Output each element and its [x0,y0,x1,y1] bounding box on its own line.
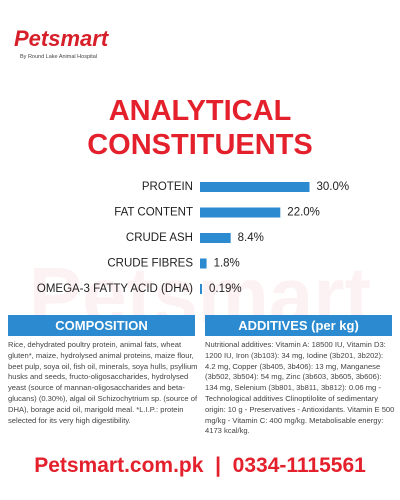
category-label: CRUDE FIBRES [107,258,193,270]
tagline: By Round Lake Animal Hospital [20,54,98,60]
category-label: FAT CONTENT [114,207,193,219]
value-label: 8.4% [238,232,264,244]
section-title: ADDITIVES (per kg) [205,315,392,336]
value-label: 1.8% [214,258,240,270]
bar [200,207,281,218]
phone: 0334-1115561 [232,454,366,477]
bar [200,258,207,269]
chart: PROTEIN 30.0% FAT CONTENT 22.0% CRUDE ASH 8.4… [37,181,350,295]
bar [200,182,310,192]
value-label: 30.0% [317,181,350,193]
category-label: PROTEIN [142,181,193,193]
section-title: COMPOSITION [8,315,195,336]
bar [200,233,231,243]
separator: | [215,454,221,477]
website: Petsmart.com.pk [34,454,204,477]
value-label: 0.19% [209,283,242,295]
category-label: CRUDE ASH [126,232,193,244]
chart-title: ANALYTICAL CONSTITUENTS [87,95,313,161]
category-label: OMEGA-3 FATTY ACID (DHA) [37,283,193,295]
value-label: 22.0% [287,207,320,219]
bar [200,284,202,294]
footer: Petsmart.com.pk | 0334-1115561 [0,454,400,478]
brand: Petsmart [14,26,109,51]
additives-text: Nutritional additives: Vitamin A: 18500 … [205,340,395,436]
composition-text: Rice, dehydrated poultry protein, animal… [8,340,198,425]
